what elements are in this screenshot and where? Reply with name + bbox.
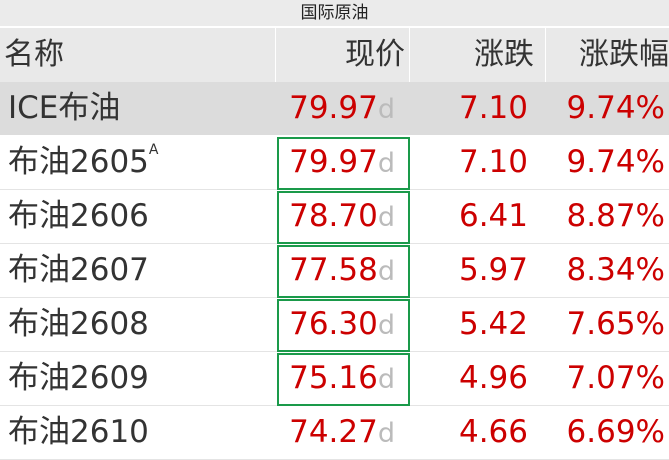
change-value: 5.42 xyxy=(458,306,528,342)
price-value: 79.97 xyxy=(289,90,378,126)
column-header-change[interactable]: 涨跌 xyxy=(474,37,534,72)
instrument-name: 布油2605A xyxy=(8,136,158,189)
column-header-price[interactable]: 现价 xyxy=(345,37,405,72)
price-cell-border xyxy=(277,299,410,352)
change-pct-value: 8.87% xyxy=(566,198,665,234)
name-text: 布油2608 xyxy=(8,306,149,342)
column-header-change-pct[interactable]: 涨跌幅 xyxy=(579,37,669,72)
column-divider xyxy=(545,28,546,82)
table-row[interactable]: 布油2610 74.27d 4.66 6.69% xyxy=(0,406,669,460)
change-pct-value: 6.69% xyxy=(566,414,665,450)
delay-flag: d xyxy=(377,256,395,287)
instrument-name: 布油2609 xyxy=(8,352,149,405)
change-pct-value: 7.07% xyxy=(566,360,665,396)
table-header: 名称 现价 涨跌 涨跌幅 xyxy=(0,28,669,82)
name-text: ICE布油 xyxy=(8,90,121,126)
name-text: 布油2606 xyxy=(8,198,149,234)
price-cell: 76.30d xyxy=(289,298,395,351)
delay-flag: d xyxy=(377,364,395,395)
price-value: 79.97 xyxy=(289,144,378,180)
panel-title: 国际原油 xyxy=(0,0,669,26)
table-row[interactable]: 布油2607 77.58d 5.97 8.34% xyxy=(0,244,669,298)
change-pct-value: 9.74% xyxy=(566,90,665,126)
delay-flag: d xyxy=(377,148,395,179)
instrument-name: 布油2607 xyxy=(8,244,149,297)
price-value: 76.30 xyxy=(289,306,378,342)
price-value: 78.70 xyxy=(289,198,378,234)
price-cell: 75.16d xyxy=(289,352,395,405)
price-value: 77.58 xyxy=(289,252,378,288)
change-value: 4.96 xyxy=(458,360,528,396)
instrument-name: 布油2608 xyxy=(8,298,149,351)
change-pct-value: 8.34% xyxy=(566,252,665,288)
delay-flag: d xyxy=(377,94,395,125)
price-cell: 78.70d xyxy=(289,190,395,243)
change-pct-value: 7.65% xyxy=(566,306,665,342)
table-row[interactable]: ICE布油 79.97d 7.10 9.74% xyxy=(0,82,669,135)
price-cell: 79.97d xyxy=(289,136,395,189)
table-row[interactable]: 布油2605A 79.97d 7.10 9.74% xyxy=(0,136,669,190)
price-value: 74.27 xyxy=(289,414,378,450)
price-cell: 74.27d xyxy=(289,406,395,459)
instrument-name: ICE布油 xyxy=(8,82,120,135)
change-value: 5.97 xyxy=(458,252,528,288)
price-cell-border xyxy=(277,137,410,190)
name-text: 布油2605 xyxy=(8,144,149,180)
name-text: 布油2610 xyxy=(8,414,149,450)
price-cell-border xyxy=(277,353,410,406)
table-row[interactable]: 布油2608 76.30d 5.42 7.65% xyxy=(0,298,669,352)
name-text: 布油2609 xyxy=(8,360,149,396)
price-cell: 77.58d xyxy=(289,244,395,297)
column-divider xyxy=(409,28,410,82)
delay-flag: d xyxy=(377,310,395,341)
change-pct-value: 9.74% xyxy=(566,144,665,180)
price-cell-border xyxy=(277,191,410,244)
column-header-name[interactable]: 名称 xyxy=(4,37,64,72)
table-row[interactable]: 布油2606 78.70d 6.41 8.87% xyxy=(0,190,669,244)
instrument-name: 布油2610 xyxy=(8,406,149,459)
change-value: 4.66 xyxy=(458,414,528,450)
name-text: 布油2607 xyxy=(8,252,149,288)
change-value: 7.10 xyxy=(458,144,528,180)
price-cell: 79.97d xyxy=(289,82,395,135)
delay-flag: d xyxy=(377,202,395,233)
price-value: 75.16 xyxy=(289,360,378,396)
table-row[interactable]: 布油2609 75.16d 4.96 7.07% xyxy=(0,352,669,406)
superscript-marker: A xyxy=(148,142,159,158)
price-cell-border xyxy=(277,245,410,298)
column-divider xyxy=(275,28,276,82)
delay-flag: d xyxy=(377,418,395,449)
change-value: 7.10 xyxy=(458,90,528,126)
instrument-name: 布油2606 xyxy=(8,190,149,243)
change-value: 6.41 xyxy=(458,198,528,234)
